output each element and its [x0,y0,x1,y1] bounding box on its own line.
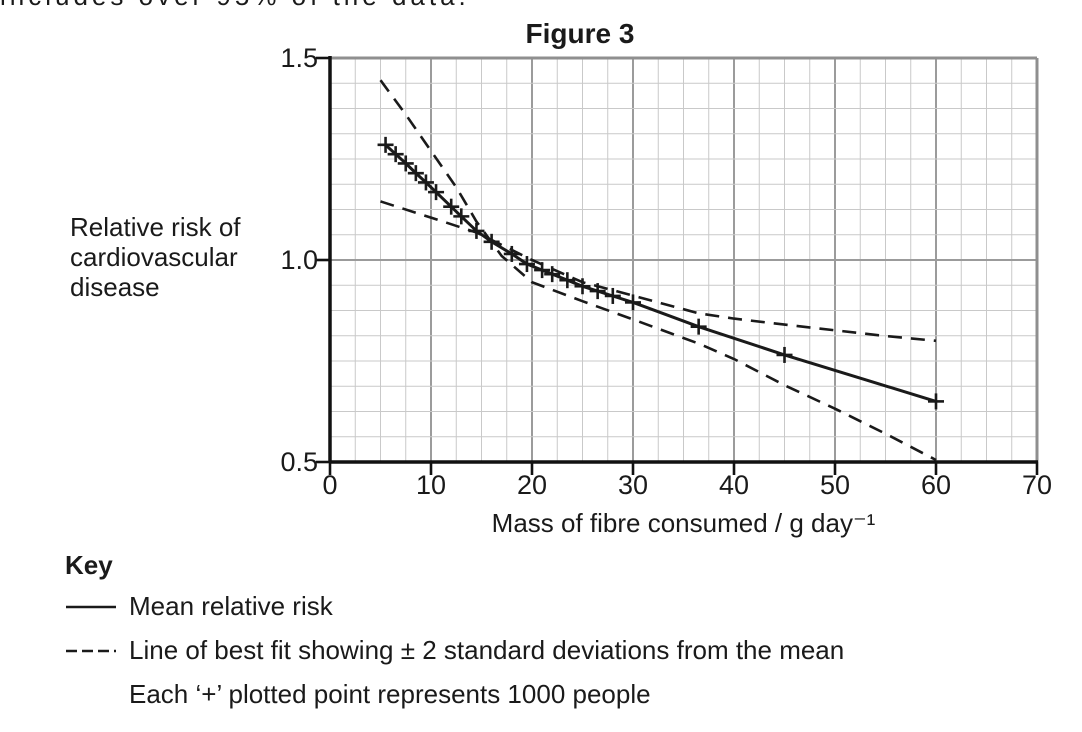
figure-title: Figure 3 [525,18,635,49]
sd-boundary-line-1 [380,200,937,343]
key-heading: Key [65,550,113,580]
x-tick-label: 0 [322,470,338,500]
plot-svg [316,56,1039,475]
x-tick-label: 30 [617,470,649,500]
x-tick-label: 50 [819,470,851,500]
key-item-label: Each ‘+’ plotted point represents 1000 p… [129,679,651,709]
y-tick-label: 1.0 [280,245,318,275]
y-tick-label: 0.5 [280,447,318,477]
key-item-mean: Mean relative risk [65,591,1045,622]
clipped-paragraph-text: includes over 95% of the data. [0,0,560,10]
x-tick-label: 10 [415,470,447,500]
y-axis-label: Relative risk of cardiovascular disease [70,212,300,302]
clipped-paragraph-line: includes over 95% of the data. [0,0,560,10]
x-tick-label: 20 [516,470,548,500]
x-tick-label: 70 [1021,470,1053,500]
dashed-line-swatch-icon [66,649,116,652]
y-tick-label: 1.5 [280,43,318,73]
y-axis-label-line-3: disease [70,272,160,302]
y-axis-label-line-2: cardiovascular [70,242,238,272]
chart-key: Key Mean relative risk Line of best fit … [65,550,1045,723]
key-item-label: Mean relative risk [129,591,333,621]
x-tick-label: 40 [718,470,750,500]
x-tick-label: 60 [920,470,952,500]
solid-line-swatch-icon [66,605,116,608]
mean-relative-risk-line [384,143,937,403]
key-item-label: Line of best fit showing ± 2 standard de… [129,635,845,665]
x-axis-label: Mass of fibre consumed / g day⁻¹ [491,508,876,538]
y-axis-label-line-1: Relative risk of [70,212,241,242]
key-item-best-fit: Line of best fit showing ± 2 standard de… [65,635,1045,666]
key-item-marker-note: Each ‘+’ plotted point represents 1000 p… [65,679,1045,710]
sd-boundary-line-2 [379,79,937,462]
